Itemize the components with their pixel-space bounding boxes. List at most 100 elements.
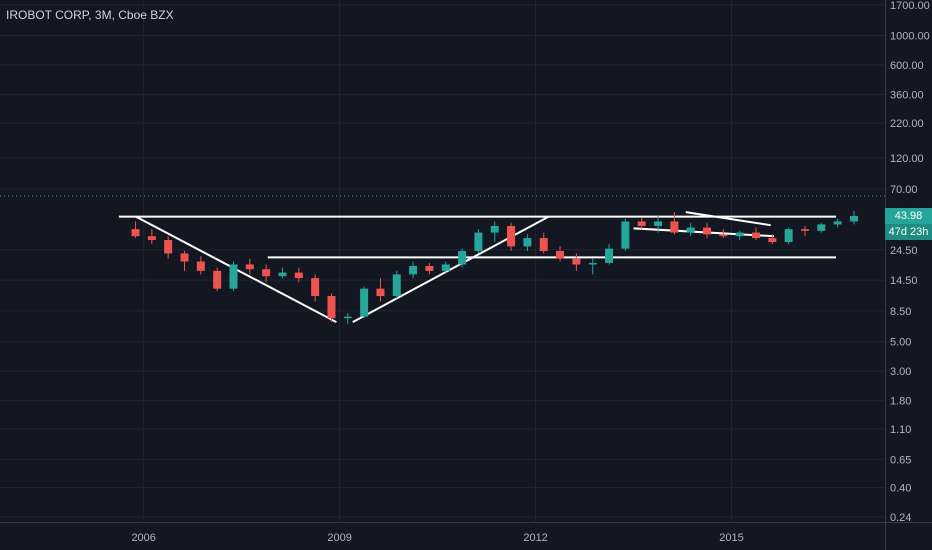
y-tick-label: 1700.00 <box>890 0 930 12</box>
candle[interactable] <box>800 225 809 237</box>
candle-body <box>392 274 401 297</box>
candle-body <box>849 215 858 222</box>
candle[interactable] <box>311 274 320 302</box>
y-tick-label: 24.50 <box>890 245 918 257</box>
candle[interactable] <box>605 244 614 265</box>
candle[interactable] <box>474 229 483 254</box>
candle-body <box>768 238 777 243</box>
y-tick-label: 70.00 <box>890 184 918 196</box>
candle[interactable] <box>392 270 401 299</box>
candle-body <box>458 250 467 265</box>
candle[interactable] <box>164 236 173 259</box>
candle[interactable] <box>409 261 418 279</box>
candle-body <box>278 272 287 277</box>
candle[interactable] <box>735 230 744 241</box>
y-tick-label: 0.40 <box>890 482 911 494</box>
candle[interactable] <box>539 232 548 254</box>
candle[interactable] <box>229 261 238 292</box>
y-tick-label: 0.24 <box>890 512 911 524</box>
candle-body <box>703 227 712 235</box>
candle[interactable] <box>458 248 467 268</box>
candle-body <box>360 288 369 317</box>
candle-body <box>327 296 336 319</box>
y-tick-label: 0.65 <box>890 454 911 466</box>
candle[interactable] <box>147 229 156 245</box>
candle[interactable] <box>833 218 842 228</box>
candle[interactable] <box>196 255 205 275</box>
candle[interactable] <box>441 261 450 273</box>
candle[interactable] <box>621 218 630 251</box>
candle-body <box>572 258 581 265</box>
candle[interactable] <box>131 221 140 239</box>
candle[interactable] <box>817 222 826 233</box>
candle[interactable] <box>278 267 287 279</box>
candle[interactable] <box>213 267 222 292</box>
y-tick-label: 14.50 <box>890 275 918 287</box>
y-tick-label: 1.10 <box>890 424 911 436</box>
candle-body <box>376 288 385 297</box>
last-price-badge: 43.98 <box>885 207 932 224</box>
candle-body <box>131 229 140 237</box>
candle[interactable] <box>670 212 679 235</box>
candle[interactable] <box>654 215 663 233</box>
candle-body <box>441 264 450 271</box>
candle[interactable] <box>588 258 597 275</box>
candle[interactable] <box>572 253 581 271</box>
candle-body <box>719 234 728 237</box>
trendline <box>685 211 771 227</box>
x-tick-label: 2006 <box>131 532 155 544</box>
candles[interactable] <box>131 210 858 324</box>
candle-body <box>311 278 320 297</box>
candle-body <box>588 262 597 265</box>
y-tick-label: 5.00 <box>890 337 911 349</box>
candle-body <box>654 221 663 226</box>
candle[interactable] <box>752 227 761 241</box>
candle-body <box>817 224 826 231</box>
candle-body <box>735 232 744 237</box>
candle-body <box>409 266 418 275</box>
candle[interactable] <box>849 210 858 225</box>
candle[interactable] <box>556 246 565 262</box>
candle[interactable] <box>343 313 352 324</box>
trendline <box>352 215 550 324</box>
candle[interactable] <box>490 221 499 243</box>
candle[interactable] <box>523 234 532 251</box>
y-tick-label: 600.00 <box>890 60 924 72</box>
candle[interactable] <box>294 267 303 283</box>
candle[interactable] <box>245 258 254 275</box>
candle-body <box>539 238 548 251</box>
chart-title: IROBOT CORP, 3M, Cboe BZX <box>6 8 174 22</box>
grid <box>0 0 885 522</box>
candle-body <box>686 227 695 233</box>
y-tick-label: 8.50 <box>890 306 911 318</box>
candle-body <box>180 253 189 262</box>
candle-body <box>833 221 842 225</box>
candle[interactable] <box>507 222 516 251</box>
candle-body <box>196 261 205 271</box>
candle[interactable] <box>703 222 712 239</box>
candle-body <box>490 225 499 233</box>
candle[interactable] <box>784 227 793 245</box>
candle-body <box>605 248 614 263</box>
candle[interactable] <box>262 264 271 283</box>
y-tick-label: 1000.00 <box>890 31 930 43</box>
candle[interactable] <box>768 234 777 245</box>
candle-body <box>523 238 532 247</box>
candle[interactable] <box>180 250 189 271</box>
candle[interactable] <box>425 262 434 275</box>
candle[interactable] <box>327 293 336 323</box>
candle-body <box>670 221 679 233</box>
candle-body <box>621 221 630 249</box>
trendlines <box>118 211 837 324</box>
candle-body <box>213 270 222 289</box>
candle[interactable] <box>719 229 728 239</box>
candle[interactable] <box>376 278 385 302</box>
candle[interactable] <box>360 286 369 319</box>
x-tick-label: 2012 <box>523 532 547 544</box>
candle[interactable] <box>686 222 695 237</box>
candle[interactable] <box>637 217 646 230</box>
x-tick-label: 2009 <box>327 532 351 544</box>
